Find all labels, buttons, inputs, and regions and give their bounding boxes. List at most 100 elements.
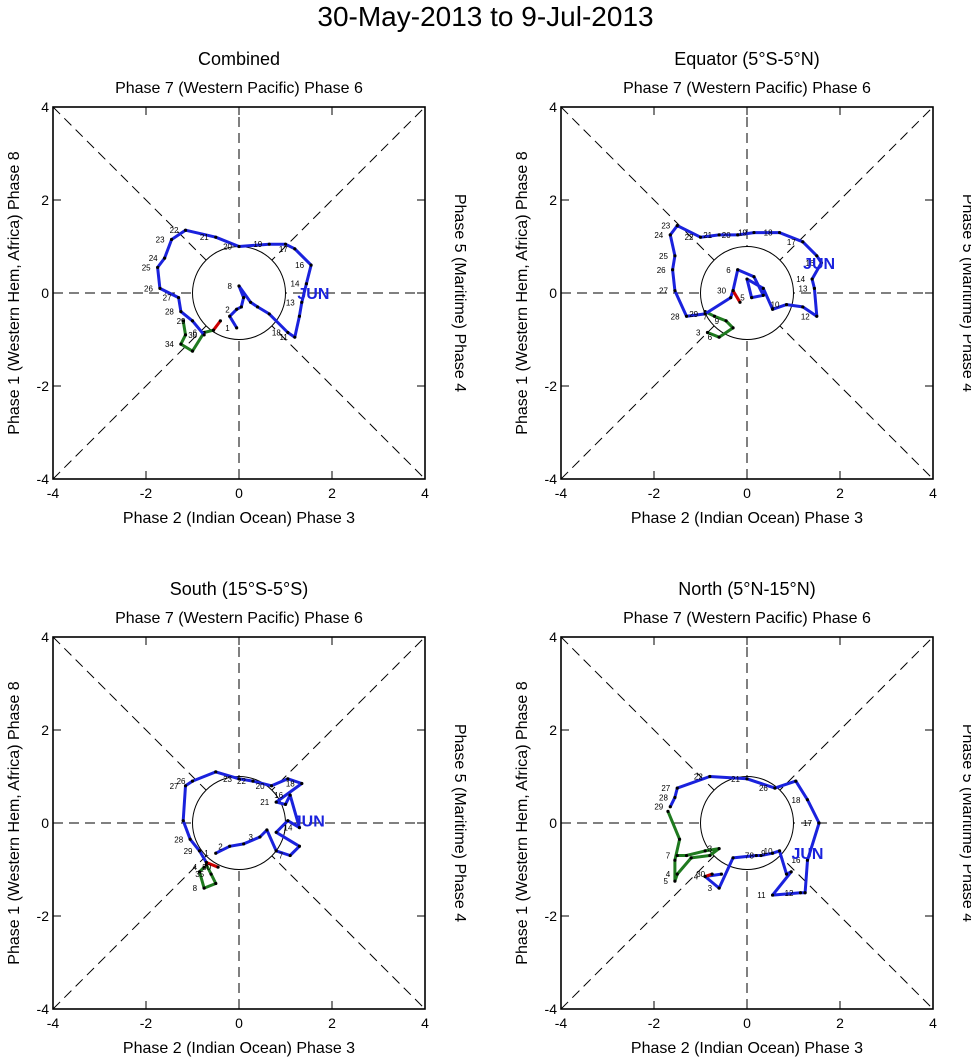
day-label: 30 bbox=[717, 287, 726, 296]
day-label: 35 bbox=[195, 870, 204, 879]
month-label: JUN bbox=[297, 286, 329, 303]
day-label: 16 bbox=[792, 856, 801, 865]
day-marker bbox=[703, 849, 707, 853]
day-marker bbox=[181, 819, 185, 823]
day-marker bbox=[675, 872, 679, 876]
day-label: 27 bbox=[661, 784, 670, 793]
day-marker bbox=[673, 254, 677, 258]
panel-title: North (5°N-15°N) bbox=[678, 579, 815, 599]
day-marker bbox=[242, 296, 246, 300]
day-marker bbox=[710, 872, 714, 876]
day-marker bbox=[717, 335, 721, 339]
day-marker bbox=[773, 786, 777, 790]
right-axis-label: Phase 5 (Maritime) Phase 4 bbox=[451, 194, 468, 392]
day-label: 5 bbox=[663, 877, 668, 886]
day-label: 24 bbox=[149, 254, 158, 263]
day-label: 4 bbox=[694, 872, 699, 881]
day-marker bbox=[202, 333, 206, 337]
day-marker bbox=[717, 846, 721, 851]
day-label: 26 bbox=[657, 266, 666, 275]
day-marker bbox=[815, 254, 819, 258]
y-tick-label: -4 bbox=[545, 1001, 558, 1017]
day-label: 9 bbox=[715, 317, 720, 326]
day-marker bbox=[708, 774, 712, 779]
day-label: 23 bbox=[661, 222, 670, 231]
day-marker bbox=[708, 853, 712, 858]
panel-title: Equator (5°S-5°N) bbox=[674, 49, 819, 69]
day-label: 27 bbox=[659, 287, 668, 296]
x-tick-label: -2 bbox=[648, 485, 661, 501]
day-marker bbox=[673, 795, 677, 800]
day-marker bbox=[286, 819, 290, 823]
right-axis-label: Phase 5 (Maritime) Phase 4 bbox=[451, 724, 468, 922]
day-label: 14 bbox=[796, 275, 805, 284]
x-tick-label: 0 bbox=[235, 485, 243, 501]
day-marker bbox=[801, 240, 805, 244]
day-label: 22 bbox=[685, 233, 694, 242]
day-label: 9 bbox=[761, 849, 766, 858]
day-label: 13 bbox=[286, 298, 295, 307]
y-tick-label: -2 bbox=[545, 378, 558, 394]
y-tick-label: -4 bbox=[37, 1001, 50, 1017]
day-marker bbox=[675, 223, 679, 228]
day-marker bbox=[190, 779, 195, 783]
y-tick-label: 2 bbox=[41, 192, 49, 208]
day-marker bbox=[777, 230, 782, 235]
y-tick-label: -2 bbox=[37, 378, 50, 394]
day-marker bbox=[188, 837, 192, 841]
day-label: 7 bbox=[703, 312, 708, 321]
day-label: 26 bbox=[759, 784, 768, 793]
day-marker bbox=[668, 233, 672, 237]
day-label: 6 bbox=[726, 266, 731, 275]
day-marker bbox=[675, 853, 679, 858]
day-marker bbox=[286, 330, 290, 335]
trajectory-may bbox=[704, 310, 735, 339]
day-marker bbox=[673, 858, 677, 862]
day-marker bbox=[235, 326, 239, 330]
day-label: 30 bbox=[696, 870, 705, 879]
day-label: 5 bbox=[740, 294, 745, 303]
day-label: 29 bbox=[184, 847, 193, 856]
day-label: 11 bbox=[279, 333, 288, 342]
x-tick-label: 2 bbox=[836, 485, 844, 501]
day-marker bbox=[274, 830, 278, 834]
day-marker bbox=[673, 289, 677, 293]
day-label: 23 bbox=[156, 236, 165, 245]
day-marker bbox=[214, 770, 218, 774]
day-marker bbox=[237, 777, 241, 781]
day-marker bbox=[237, 244, 241, 249]
day-marker bbox=[817, 821, 821, 825]
day-marker bbox=[810, 277, 814, 281]
day-marker bbox=[770, 307, 775, 311]
day-label: 17 bbox=[787, 238, 796, 247]
day-marker bbox=[684, 314, 689, 318]
day-marker bbox=[176, 296, 181, 300]
day-label: 29 bbox=[177, 317, 186, 326]
day-marker bbox=[288, 853, 292, 858]
day-marker bbox=[304, 282, 309, 286]
top-axis-label: Phase 7 (Western Pacific) Phase 6 bbox=[115, 80, 363, 97]
day-marker bbox=[309, 263, 313, 267]
day-marker bbox=[183, 784, 188, 788]
day-marker bbox=[297, 314, 302, 318]
day-label: 2 bbox=[218, 842, 223, 851]
day-marker bbox=[179, 342, 183, 346]
day-marker bbox=[717, 233, 721, 237]
day-marker bbox=[300, 781, 304, 786]
day-marker bbox=[731, 289, 735, 293]
day-label: 21 bbox=[260, 798, 269, 807]
day-label: 18 bbox=[792, 796, 801, 805]
day-label: 4 bbox=[193, 863, 198, 872]
day-marker bbox=[179, 310, 183, 314]
day-marker bbox=[698, 235, 703, 239]
x-tick-label: 4 bbox=[929, 1015, 937, 1031]
day-marker bbox=[288, 793, 292, 797]
x-tick-label: 4 bbox=[421, 485, 429, 501]
day-marker bbox=[731, 856, 735, 860]
day-label: 26 bbox=[144, 284, 153, 293]
day-label: 8 bbox=[228, 282, 233, 291]
day-marker bbox=[777, 849, 782, 853]
day-marker bbox=[703, 312, 707, 316]
